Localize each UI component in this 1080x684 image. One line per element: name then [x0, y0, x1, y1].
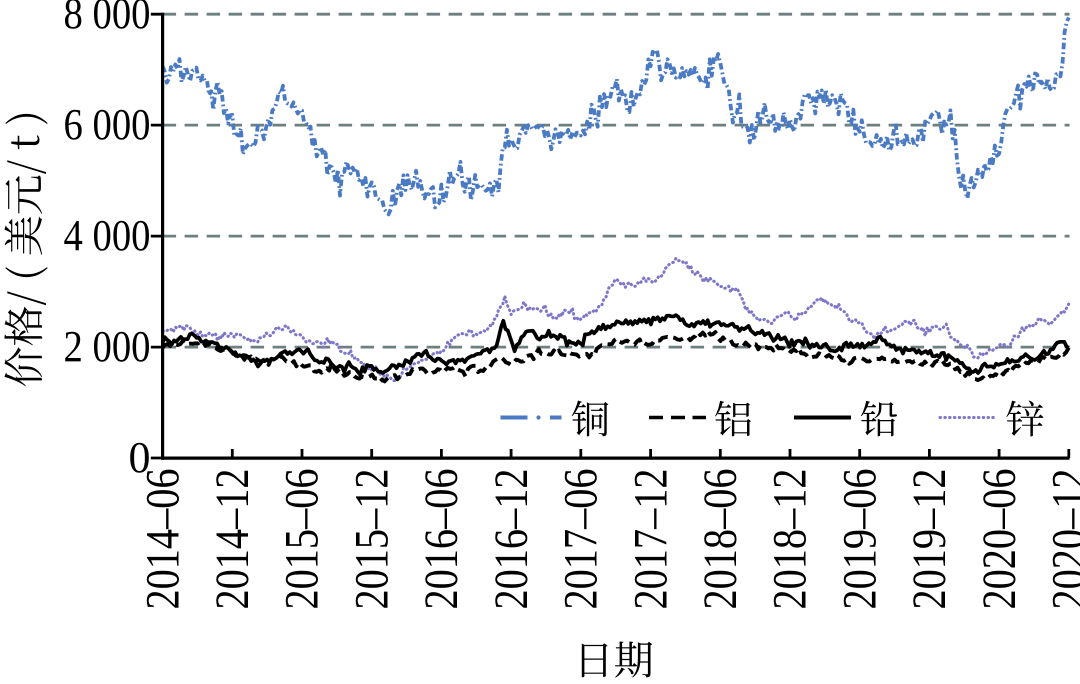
- svg-text:2019–12: 2019–12: [903, 469, 956, 610]
- svg-text:2014–06: 2014–06: [136, 469, 189, 610]
- svg-text:2017–12: 2017–12: [624, 469, 677, 610]
- svg-text:2020–12: 2020–12: [1043, 469, 1080, 610]
- svg-text:2015–12: 2015–12: [345, 469, 398, 610]
- svg-text:2016–12: 2016–12: [485, 469, 538, 610]
- svg-text:2018–12: 2018–12: [764, 469, 817, 610]
- svg-text:2017–06: 2017–06: [555, 469, 608, 610]
- svg-text:2014–12: 2014–12: [206, 469, 259, 610]
- svg-text:2 000: 2 000: [64, 322, 151, 371]
- svg-text:2015–06: 2015–06: [276, 469, 329, 610]
- svg-text:2016–06: 2016–06: [415, 469, 468, 610]
- svg-text:2018–06: 2018–06: [694, 469, 747, 610]
- svg-text:2020–06: 2020–06: [973, 469, 1026, 610]
- svg-text:4 000: 4 000: [64, 211, 151, 260]
- svg-text:2019–06: 2019–06: [833, 469, 886, 610]
- svg-text:8 000: 8 000: [64, 0, 151, 38]
- svg-text:6 000: 6 000: [64, 100, 151, 149]
